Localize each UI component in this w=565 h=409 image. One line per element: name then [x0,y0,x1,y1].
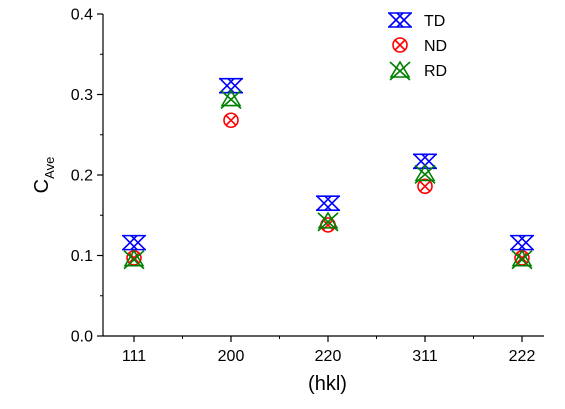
y-tick-label: 0.2 [71,168,93,185]
marker-stroke [220,88,242,107]
point-rd-311 [414,163,436,184]
y-tick-label: 0.0 [71,329,93,346]
point-nd-200 [223,112,239,129]
legend: TD ND RD [388,12,447,81]
marker-stroke [220,89,242,110]
marker-stroke [123,249,145,267]
x-axis-title: (hkl) [308,373,347,395]
data-marks [122,77,534,270]
marker-stroke [510,235,526,251]
marker-stroke [225,114,237,126]
marker-stroke [417,178,433,195]
marker-stroke [392,37,408,53]
marker-stroke [123,250,145,270]
marker-stroke [419,180,431,192]
y-axis-title-sub: Ave [42,157,57,179]
marker-stroke [414,163,436,182]
axes: 0.0 0.1 0.2 0.3 0.4 111 200 220 311 222 (hkl) CAve [31,7,544,395]
point-rd-200 [220,88,242,110]
x-tick-label: 222 [509,348,536,365]
marker-stroke [518,235,534,251]
marker-stroke [388,12,404,28]
marker-stroke [414,164,436,184]
marker-stroke [122,235,138,251]
point-nd-311 [417,178,433,195]
point-td-111 [122,234,146,251]
marker-stroke [130,235,146,251]
point-td-220 [316,195,340,211]
point-rd-222 [511,249,533,270]
marker-stroke [516,252,528,264]
marker-stroke [394,39,406,51]
x-tick-label: 111 [122,348,146,365]
x-tick-label: 311 [412,348,438,365]
legend-label-td: TD [424,13,445,30]
marker-stroke [128,252,140,264]
point-rd-220 [317,211,339,232]
legend-label-nd: ND [424,38,447,55]
marker-stroke [317,211,339,229]
marker-stroke [389,60,411,78]
marker-stroke [316,195,332,211]
legend-marker-nd [392,37,408,53]
y-axis-title: CAve [31,157,57,194]
marker-stroke [324,195,340,211]
marker-stroke [396,12,412,28]
y-axis-title-main: C [31,179,53,193]
point-rd-111 [123,249,145,270]
marker-stroke [317,212,339,232]
y-tick-label: 0.1 [71,248,93,265]
marker-stroke [223,112,239,129]
marker-stroke [511,250,533,270]
marker-stroke [511,249,533,267]
y-tick-label: 0.4 [71,7,93,24]
marker-stroke [219,78,235,94]
marker-stroke [389,61,411,81]
legend-marker-rd [389,60,411,81]
y-tick-label: 0.3 [71,87,93,104]
legend-marker-td [388,12,412,28]
x-tick-label: 220 [315,348,342,365]
point-td-222 [510,234,534,251]
x-tick-label: 200 [218,348,245,365]
legend-label-rd: RD [424,63,447,80]
